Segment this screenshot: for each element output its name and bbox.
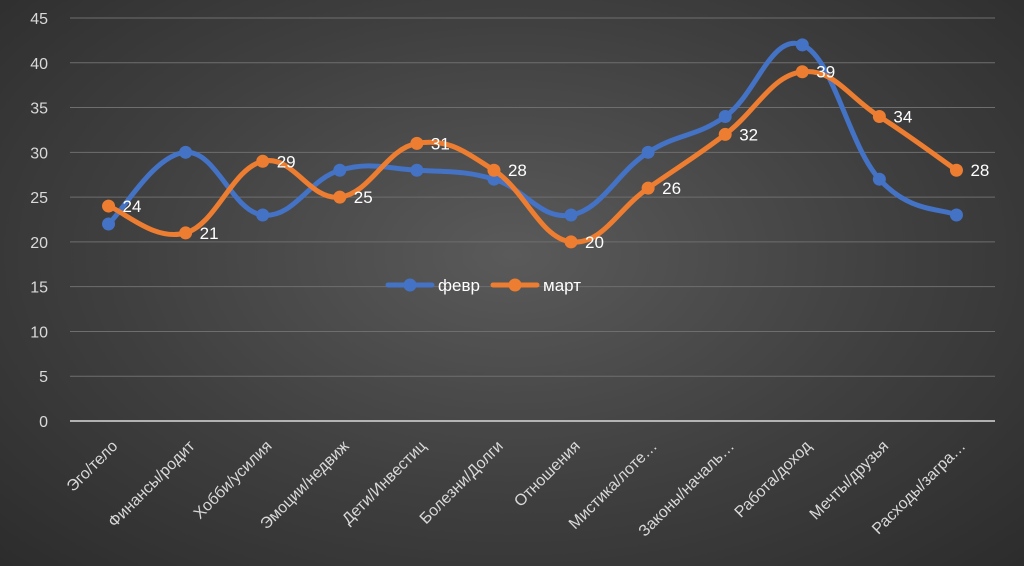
data-point-март [564,235,578,249]
legend-marker-март [508,278,522,292]
x-tick-label: Хобби/усилия [191,438,276,523]
data-point-март [333,190,347,204]
legend: февр март [385,276,581,295]
data-point-март [487,163,501,177]
data-label-март: 20 [585,233,604,252]
series-layer [102,38,963,249]
y-tick-label: 5 [39,369,48,386]
y-tick-label: 15 [30,280,48,297]
data-label-март: 31 [431,134,450,153]
legend-label-февр: февр [438,276,480,295]
y-tick-label: 45 [30,11,48,28]
data-point-март [102,199,116,213]
y-tick-label: 25 [30,190,48,207]
data-point-март [795,65,809,79]
data-point-март [718,127,732,141]
data-point-февр [487,172,501,186]
x-tick-label: Эго/тело [64,438,122,496]
data-label-март: 39 [816,63,835,82]
y-tick-label: 35 [30,101,48,118]
data-point-февр [718,110,732,124]
data-label-март: 21 [200,224,219,243]
data-point-февр [102,217,116,231]
data-point-март [872,110,886,124]
data-point-февр [256,208,270,222]
y-tick-label: 30 [30,145,48,162]
legend-marker-февр [403,278,417,292]
x-tick-label: Отношения [511,438,584,511]
legend-label-март: март [543,276,581,295]
x-tick-label: Мечты/друзья [807,438,892,523]
data-point-февр [410,163,424,177]
x-tick-label: Болезни/Долги [417,438,507,528]
data-point-февр [872,172,886,186]
y-tick-label: 10 [30,324,48,341]
series-line-март [106,69,959,245]
data-point-март [949,163,963,177]
x-tick-label: Работа/доход [732,437,816,521]
data-point-февр [641,145,655,159]
data-label-март: 26 [662,179,681,198]
data-point-февр [333,163,347,177]
data-label-март: 32 [739,125,758,144]
data-label-март: 29 [277,152,296,171]
y-tick-label: 40 [30,56,48,73]
data-label-март: 28 [508,161,527,180]
y-tick-label: 0 [39,414,48,431]
data-label-март: 34 [893,108,912,127]
data-point-март [256,154,270,168]
data-label-март: 28 [970,161,989,180]
x-tick-label: Дети/Инвестиц [339,438,429,528]
data-label-март: 24 [123,197,142,216]
y-tick-label: 20 [30,235,48,252]
data-point-февр [564,208,578,222]
data-point-февр [949,208,963,222]
series-line-февр [106,40,959,227]
data-point-март [179,226,193,240]
data-label-март: 25 [354,188,373,207]
data-point-февр [179,145,193,159]
gridlines [70,17,995,377]
data-point-март [641,181,655,195]
data-point-март [410,136,424,150]
data-labels: 24 21 29 25 31 28 20 26 32 39 34 28 [123,63,990,252]
data-point-февр [795,38,809,52]
